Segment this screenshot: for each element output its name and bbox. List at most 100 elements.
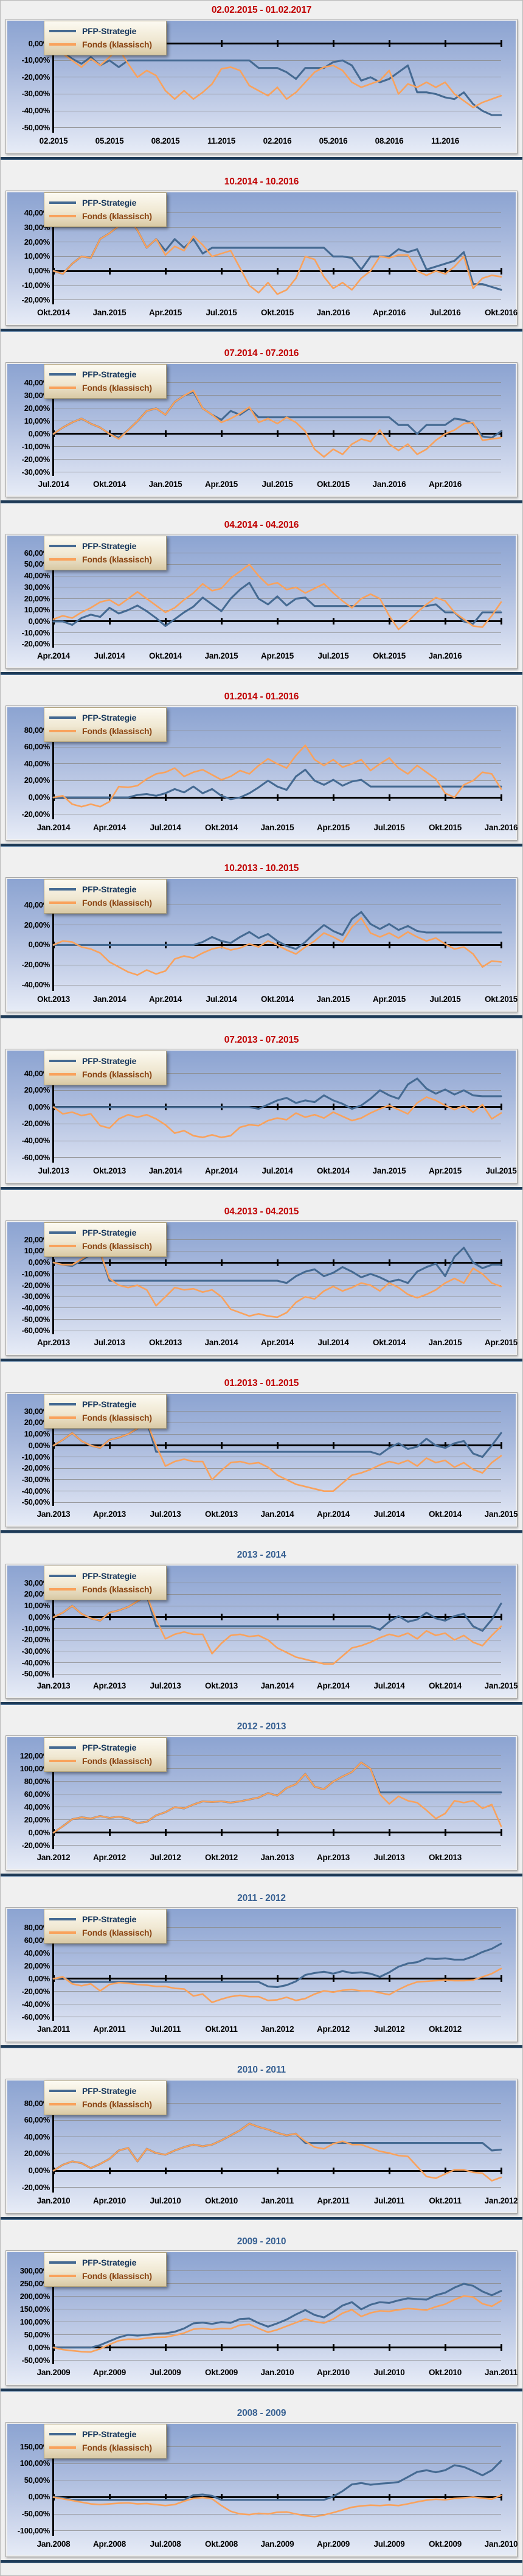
axis-tick bbox=[500, 2167, 502, 2174]
x-tick-label: Apr.2015 bbox=[429, 1166, 462, 1175]
y-tick-label: 40,00% bbox=[24, 571, 50, 581]
x-tick-label: Jul.2015 bbox=[429, 995, 461, 1004]
y-tick-label: -40,00% bbox=[21, 106, 50, 116]
fonds-line-swatch bbox=[49, 1760, 76, 1762]
x-tick-label: Apr.2008 bbox=[93, 2539, 126, 2549]
section-separator bbox=[1, 329, 522, 332]
gridline bbox=[54, 60, 501, 61]
y-tick-label: -30,00% bbox=[21, 1646, 50, 1656]
y-tick-label: 20,00% bbox=[24, 237, 50, 247]
pfp-series-line bbox=[54, 912, 501, 949]
legend-item-fonds: Fonds (klassisch) bbox=[49, 2441, 161, 2454]
plot-area bbox=[52, 27, 502, 133]
axis-tick bbox=[108, 618, 111, 625]
gridline bbox=[54, 564, 501, 565]
legend-item-fonds: Fonds (klassisch) bbox=[49, 1926, 161, 1939]
axis-tick bbox=[108, 2493, 111, 2501]
pfp-series-line bbox=[54, 1944, 501, 1987]
plot-area bbox=[52, 542, 502, 648]
gridline bbox=[54, 1965, 501, 1967]
chart-panel: 80,00% 60,00% 40,00% 20,00% 0,00% -20,00% Jan.… bbox=[5, 2079, 518, 2214]
pfp-line-swatch bbox=[49, 1060, 76, 1062]
x-tick-label: Jul.2014 bbox=[373, 1681, 405, 1690]
y-axis-line bbox=[52, 1572, 54, 1678]
y-tick-label: 0,00% bbox=[28, 940, 50, 950]
axis-tick bbox=[220, 2344, 223, 2351]
gridline bbox=[54, 1594, 501, 1595]
gridline bbox=[54, 382, 501, 383]
pfp-line-swatch bbox=[49, 30, 76, 32]
gridline bbox=[54, 643, 501, 645]
gridline bbox=[54, 2270, 501, 2272]
fonds-series-line bbox=[54, 1969, 501, 2003]
y-tick-label: 30,00% bbox=[24, 390, 50, 400]
section-separator bbox=[1, 2560, 522, 2563]
y-tick-label: -40,00% bbox=[21, 1486, 50, 1496]
legend-item-fonds: Fonds (klassisch) bbox=[49, 2269, 161, 2283]
legend-item-fonds: Fonds (klassisch) bbox=[49, 1754, 161, 1768]
axis-tick bbox=[220, 1975, 223, 1983]
legend-label: Fonds (klassisch) bbox=[82, 211, 152, 221]
gridline bbox=[54, 1662, 501, 1664]
legend: PFP-Strategie Fonds (klassisch) bbox=[44, 1909, 167, 1944]
chart-title: 2011 - 2012 bbox=[237, 1893, 286, 1903]
x-tick-label: Apr.2015 bbox=[205, 480, 238, 489]
fonds-series-line bbox=[54, 1252, 501, 1317]
y-tick-label: 20,00% bbox=[24, 1961, 50, 1970]
y-tick-label: 60,00% bbox=[24, 1935, 50, 1945]
x-tick-label: Jan.2013 bbox=[260, 1853, 294, 1862]
y-tick-label: 300,00% bbox=[19, 2266, 50, 2275]
legend-label: PFP-Strategie bbox=[82, 1228, 137, 1237]
x-tick-label: Apr.2014 bbox=[37, 651, 70, 660]
y-tick-label: -20,00% bbox=[21, 809, 50, 819]
y-tick-label: -40,00% bbox=[21, 1999, 50, 2009]
axis-tick bbox=[388, 1442, 390, 1449]
y-tick-label: 100,00% bbox=[19, 1763, 50, 1773]
legend-item-pfp: PFP-Strategie bbox=[49, 368, 161, 381]
axis-tick bbox=[220, 2493, 223, 2501]
x-tick-label: Apr.2012 bbox=[317, 2025, 350, 2034]
x-tick-label: Okt.2011 bbox=[429, 2196, 462, 2205]
y-tick-label: -20,00% bbox=[21, 960, 50, 970]
x-tick-label: Jul.2011 bbox=[373, 2196, 405, 2205]
legend-label: Fonds (klassisch) bbox=[82, 1413, 152, 1423]
y-axis-line bbox=[52, 370, 54, 476]
fonds-line-swatch bbox=[49, 215, 76, 217]
pfp-line-swatch bbox=[49, 1575, 76, 1577]
x-tick-label: Okt.2015 bbox=[429, 823, 462, 832]
gridline bbox=[54, 1845, 501, 1846]
pfp-series-line bbox=[54, 1762, 501, 1832]
fonds-series-line bbox=[54, 1097, 501, 1137]
axis-tick bbox=[388, 2167, 390, 2174]
series-plot bbox=[54, 542, 501, 648]
axis-tick bbox=[388, 618, 390, 625]
y-axis-line bbox=[52, 1915, 54, 2021]
fonds-line-swatch bbox=[49, 558, 76, 561]
y-tick-label: 40,00% bbox=[24, 208, 50, 217]
x-tick-label: Jul.2012 bbox=[150, 1853, 181, 1862]
gridline bbox=[54, 2360, 501, 2361]
axis-tick bbox=[332, 1975, 334, 1983]
y-tick-label: -20,00% bbox=[21, 1986, 50, 1996]
pfp-series-line bbox=[54, 1248, 501, 1283]
fonds-series-line bbox=[54, 217, 501, 294]
x-tick-label: Okt.2014 bbox=[317, 1166, 350, 1175]
section-separator bbox=[1, 844, 522, 847]
x-tick-label: Jan.2015 bbox=[204, 651, 238, 660]
chart-title: 2009 - 2010 bbox=[237, 2236, 286, 2247]
x-tick-label: Jan.2010 bbox=[36, 2196, 71, 2205]
pfp-line-swatch bbox=[49, 2261, 76, 2264]
pfp-series-line bbox=[54, 2124, 501, 2171]
x-tick-label: Jan.2016 bbox=[428, 651, 462, 660]
x-tick-label: Jan.2011 bbox=[485, 2368, 518, 2377]
x-tick-label: Jan.2012 bbox=[260, 2025, 294, 2034]
axis-tick bbox=[388, 1259, 390, 1266]
plot-area bbox=[52, 370, 502, 476]
gridline bbox=[54, 1755, 501, 1757]
y-tick-label: 30,00% bbox=[24, 582, 50, 592]
legend-item-pfp: PFP-Strategie bbox=[49, 711, 161, 724]
x-tick-label: Jul.2014 bbox=[317, 1338, 349, 1347]
legend: PFP-Strategie Fonds (klassisch) bbox=[44, 192, 167, 227]
axis-tick bbox=[444, 1442, 446, 1449]
x-tick-label: Jan.2016 bbox=[484, 823, 518, 832]
